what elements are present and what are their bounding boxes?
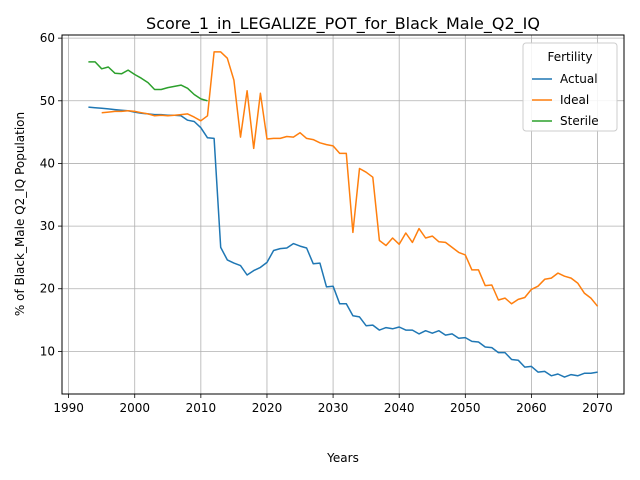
x-tick-label: 2060 [516, 401, 547, 415]
series-lines [88, 51, 599, 378]
chart-title: Score_1_in_LEGALIZE_POT_for_Black_Male_Q… [146, 14, 540, 34]
x-tick-label: 2030 [318, 401, 349, 415]
legend: Fertility Actual Ideal Sterile [522, 42, 618, 132]
x-tick-label: 2050 [450, 401, 481, 415]
y-tick-label: 20 [40, 282, 55, 296]
x-tick-label: 2010 [186, 401, 217, 415]
x-tick-label: 2020 [252, 401, 283, 415]
legend-label-ideal: Ideal [560, 93, 589, 107]
y-tick-label: 40 [40, 156, 55, 170]
legend-label-sterile: Sterile [560, 114, 599, 128]
legend-title: Fertility [547, 50, 592, 64]
y-tick-label: 60 [40, 31, 55, 45]
x-tick-label: 2070 [582, 401, 613, 415]
legend-label-actual: Actual [560, 72, 598, 86]
plot-frame [61, 34, 625, 395]
x-axis-label: Years [326, 451, 359, 465]
x-tick-label: 2040 [384, 401, 415, 415]
y-tick-label: 10 [40, 344, 55, 358]
series-line-sterile [88, 61, 208, 102]
series-line-ideal [101, 51, 599, 307]
x-axis: 1990 2000 2010 2020 2030 2040 2050 2060 2070 [53, 394, 613, 415]
legend-box [522, 42, 618, 132]
y-tick-label: 30 [40, 219, 55, 233]
y-axis: 10 20 30 40 50 60 [40, 31, 62, 358]
y-tick-label: 50 [40, 94, 55, 108]
x-tick-label: 2000 [119, 401, 150, 415]
y-axis-label: % of Black_Male Q2_IQ Population [13, 112, 27, 316]
x-tick-label: 1990 [53, 401, 84, 415]
